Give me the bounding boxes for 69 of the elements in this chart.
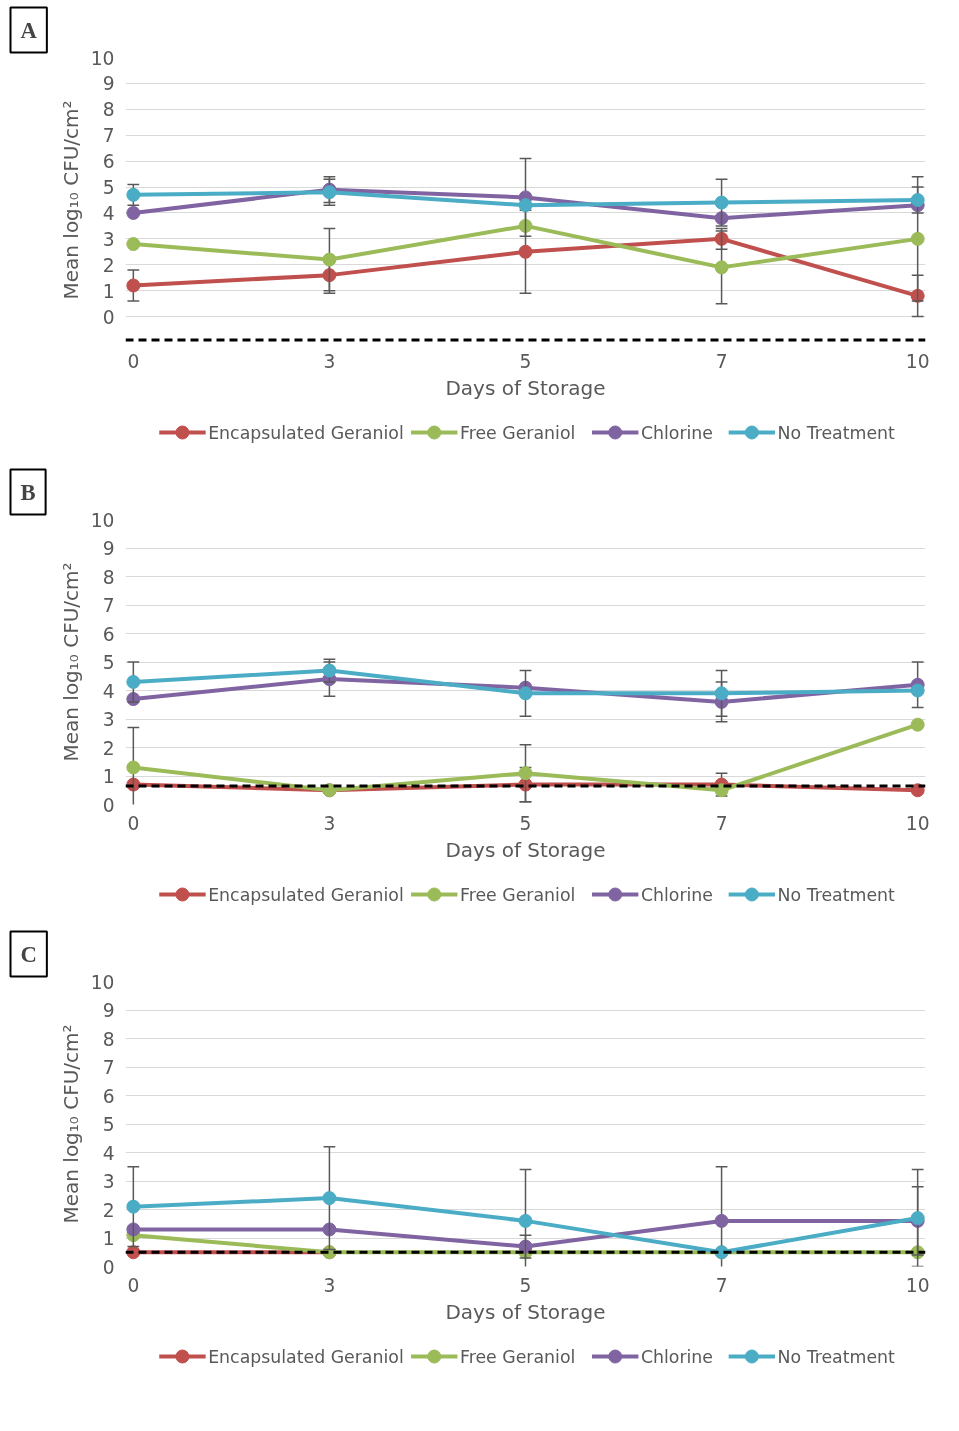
y-tick-label: 7 [102,595,115,616]
legend-label: Chlorine [640,884,714,905]
y-tick-label: 6 [102,151,115,173]
x-tick-label: 0 [127,350,140,372]
y-tick-label: 7 [102,125,115,147]
x-tick-label: 7 [715,1274,728,1296]
y-tick-label: 2 [102,1199,115,1221]
y-tick-label: 7 [102,1057,115,1078]
y-tick-label: 8 [102,566,115,588]
y-tick-label: 2 [102,254,115,276]
legend-label: Encapsulated Geraniol [208,884,404,905]
chart-title: B [20,479,36,505]
y-tick-label: 1 [102,280,115,302]
x-tick-label: 3 [323,812,336,834]
x-axis-title: Days of Storage [445,375,606,400]
x-tick-label: 0 [127,812,140,834]
x-tick-label: 10 [905,812,930,834]
y-tick-label: 8 [102,99,115,121]
y-axis-title: Mean log₁₀ CFU/cm² [58,100,83,300]
y-tick-label: 9 [102,1000,115,1021]
y-tick-label: 2 [102,737,115,759]
y-tick-label: 8 [102,1028,115,1050]
x-tick-label: 10 [905,350,930,372]
y-tick-label: 5 [102,177,115,199]
x-tick-label: 7 [715,812,728,834]
legend-label: Chlorine [640,1346,714,1367]
y-tick-label: 5 [102,652,115,673]
legend-label: Free Geraniol [459,422,576,443]
y-tick-label: 9 [102,73,115,95]
y-tick-label: 3 [102,228,115,250]
chart-title: A [20,17,38,43]
legend-label: Free Geraniol [459,884,576,905]
x-tick-label: 3 [323,1274,336,1296]
y-tick-label: 0 [102,794,115,816]
y-axis-title: Mean log₁₀ CFU/cm² [58,1024,83,1224]
legend-label: No Treatment [777,1346,896,1367]
x-tick-label: 5 [519,350,532,372]
y-tick-label: 4 [102,680,115,702]
y-tick-label: 0 [102,306,115,328]
y-tick-label: 10 [90,509,115,531]
y-tick-label: 10 [90,47,115,69]
x-tick-label: 5 [519,1274,532,1296]
y-tick-label: 1 [102,1228,115,1249]
y-tick-label: 1 [102,766,115,787]
x-tick-label: 7 [715,350,728,372]
x-tick-label: 10 [905,1274,930,1296]
y-tick-label: 0 [102,1256,115,1278]
x-axis-title: Days of Storage [445,1299,606,1324]
legend-label: No Treatment [777,884,896,905]
x-tick-label: 5 [519,812,532,834]
legend-label: No Treatment [777,422,896,443]
x-tick-label: 3 [323,350,336,372]
y-tick-label: 3 [102,709,115,730]
y-tick-label: 5 [102,1114,115,1135]
y-tick-label: 6 [102,1085,115,1107]
y-tick-label: 10 [90,971,115,993]
y-tick-label: 4 [102,202,115,224]
x-tick-label: 0 [127,1274,140,1296]
y-tick-label: 6 [102,623,115,645]
legend-label: Free Geraniol [459,1346,576,1367]
y-tick-label: 3 [102,1171,115,1192]
y-tick-label: 9 [102,538,115,559]
y-axis-title: Mean log₁₀ CFU/cm² [58,562,83,762]
legend-label: Encapsulated Geraniol [208,422,404,443]
legend-label: Encapsulated Geraniol [208,1346,404,1367]
chart-title: C [20,941,37,967]
legend-label: Chlorine [640,422,714,443]
y-tick-label: 4 [102,1142,115,1164]
x-axis-title: Days of Storage [445,837,606,862]
